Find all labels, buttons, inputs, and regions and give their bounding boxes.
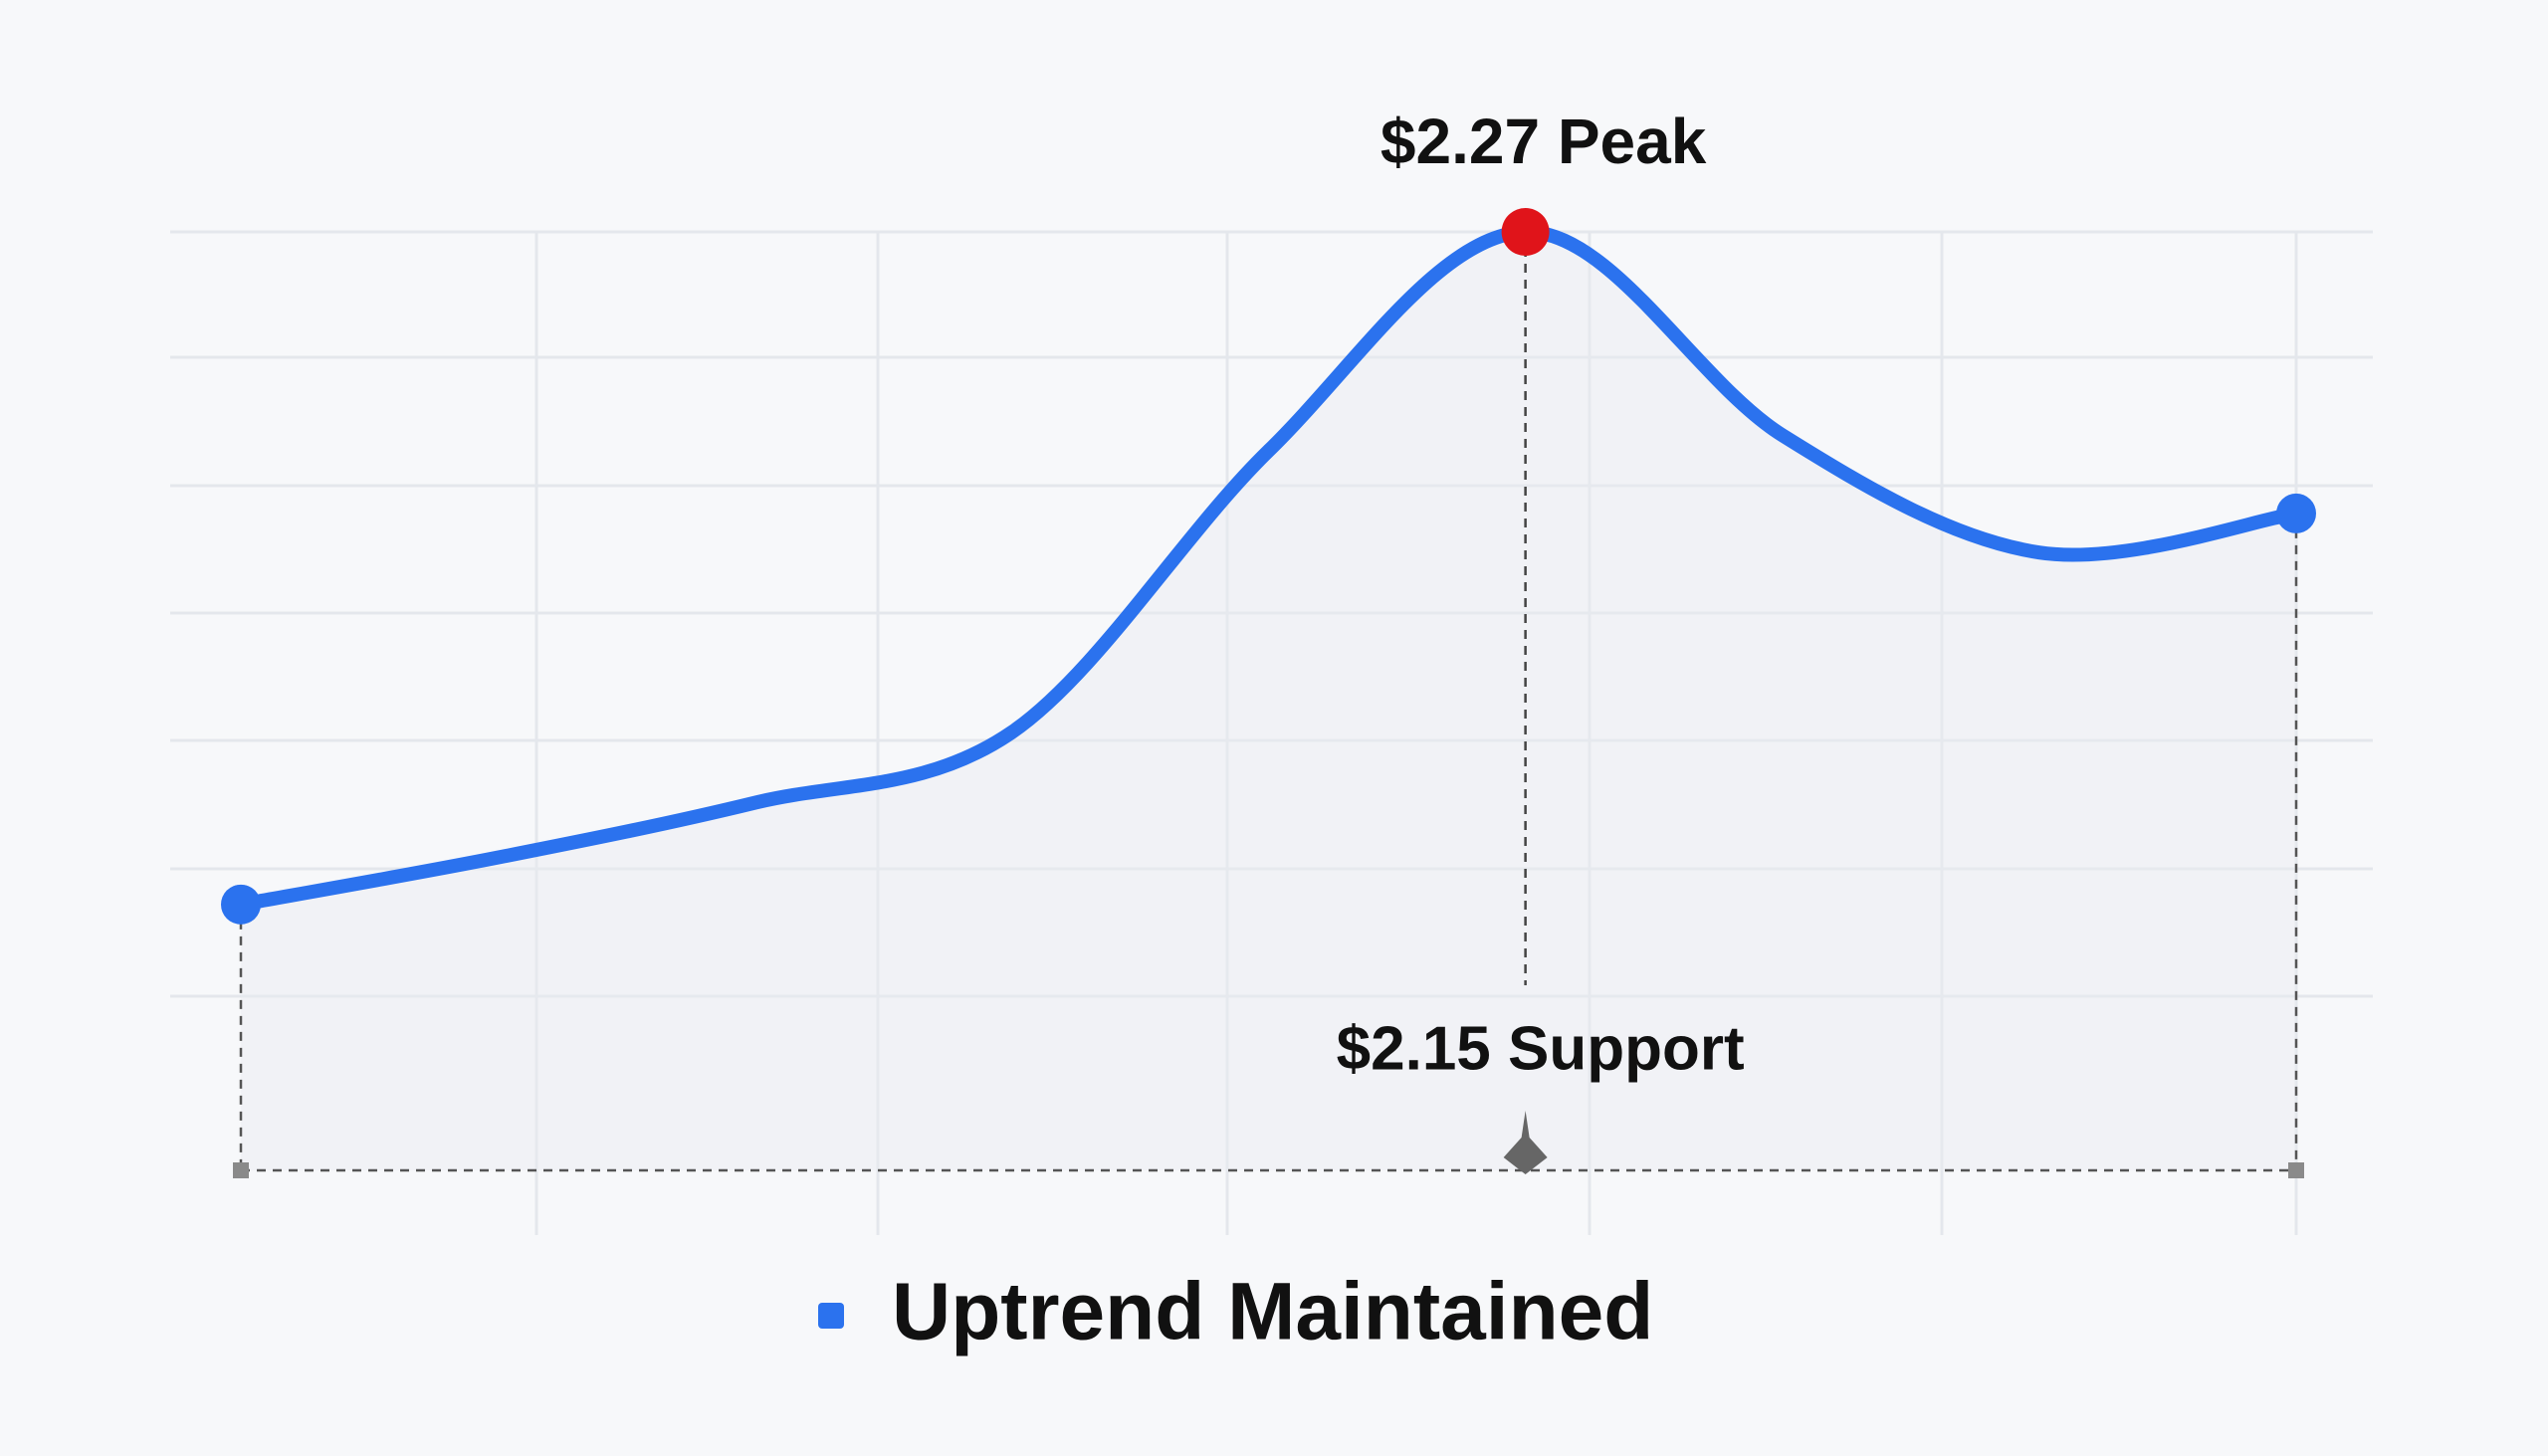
grid xyxy=(170,230,2373,1235)
series-line xyxy=(234,224,2303,912)
plot-area xyxy=(221,208,2316,1178)
legend-label: Uptrend Maintained xyxy=(892,1267,1653,1357)
legend-swatch xyxy=(818,1303,844,1329)
area-fill xyxy=(241,231,2296,1171)
peak-point xyxy=(1501,208,1550,256)
peak-annotation: $2.27 Peak xyxy=(1380,105,1707,177)
guide-end xyxy=(2288,1162,2304,1178)
endpoint xyxy=(221,884,261,925)
support-marker xyxy=(1503,1111,1548,1174)
guide-end xyxy=(233,1162,249,1178)
endpoint xyxy=(2276,493,2316,533)
support-annotation: $2.15 Support xyxy=(1337,1014,1745,1083)
